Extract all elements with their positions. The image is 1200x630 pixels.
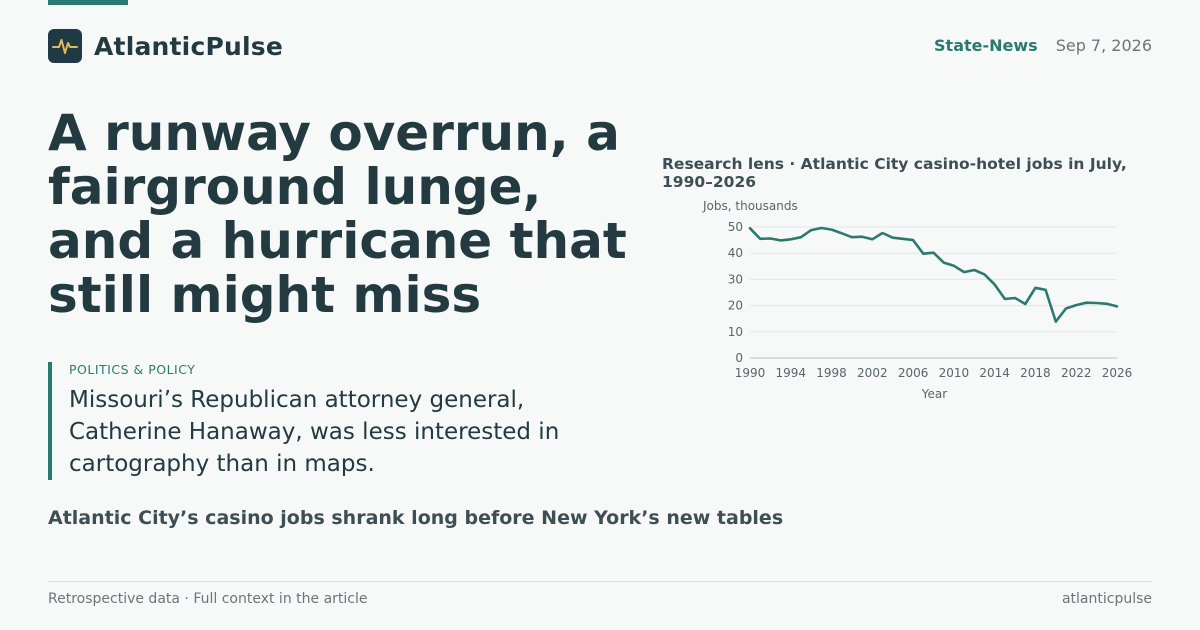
category-kicker[interactable]: POLITICS & POLICY [69,362,196,377]
x-tick-label: 1994 [776,366,807,380]
series-line [748,226,1119,323]
footer-divider [48,581,1152,582]
pulse-icon [48,29,82,63]
x-tick-label: 2014 [979,366,1010,380]
y-tick-label: 20 [728,299,743,313]
x-tick-label: 2022 [1061,366,1092,380]
x-tick-label: 1990 [735,366,766,380]
y-tick-label: 10 [728,325,743,339]
headline: A runway overrun, a fairground lunge, an… [48,104,627,324]
x-tick-label: 2002 [857,366,888,380]
x-tick-label: 2010 [939,366,970,380]
brand[interactable]: AtlanticPulse [48,29,283,63]
y-axis-label: Jobs, thousands [702,199,798,213]
footer-note: Retrospective data · Full context in the… [48,591,368,607]
line-chart: 0 10 20 30 40 50 1990 1994 1998 2002 2006 2010 2014 2… [702,199,1133,401]
publish-date: Sep 7, 2026 [1055,36,1152,55]
y-tick-label: 30 [728,272,743,286]
article-meta: State-News Sep 7, 2026 [934,36,1152,55]
x-axis-label: Year [921,387,947,401]
y-tick-label: 50 [728,220,743,234]
x-tick-label: 2018 [1020,366,1051,380]
subhead: Atlantic City’s casino jobs shrank long … [48,507,784,529]
x-tick-label: 2026 [1102,366,1133,380]
dek-block: POLITICS & POLICY Missouri’s Republican … [48,362,618,480]
y-tick-label: 40 [728,246,743,260]
section-link[interactable]: State-News [934,36,1038,55]
y-tick-label: 0 [735,351,743,365]
top-accent-bar [48,0,128,5]
dek-text: Missouri’s Republican attorney general, … [69,387,560,477]
x-tick-label: 1998 [816,366,847,380]
x-tick-label: 2006 [898,366,929,380]
chart-title: Research lens · Atlantic City casino-hot… [662,155,1127,191]
footer-site[interactable]: atlanticpulse [1061,591,1152,607]
brand-name: AtlanticPulse [94,31,284,61]
